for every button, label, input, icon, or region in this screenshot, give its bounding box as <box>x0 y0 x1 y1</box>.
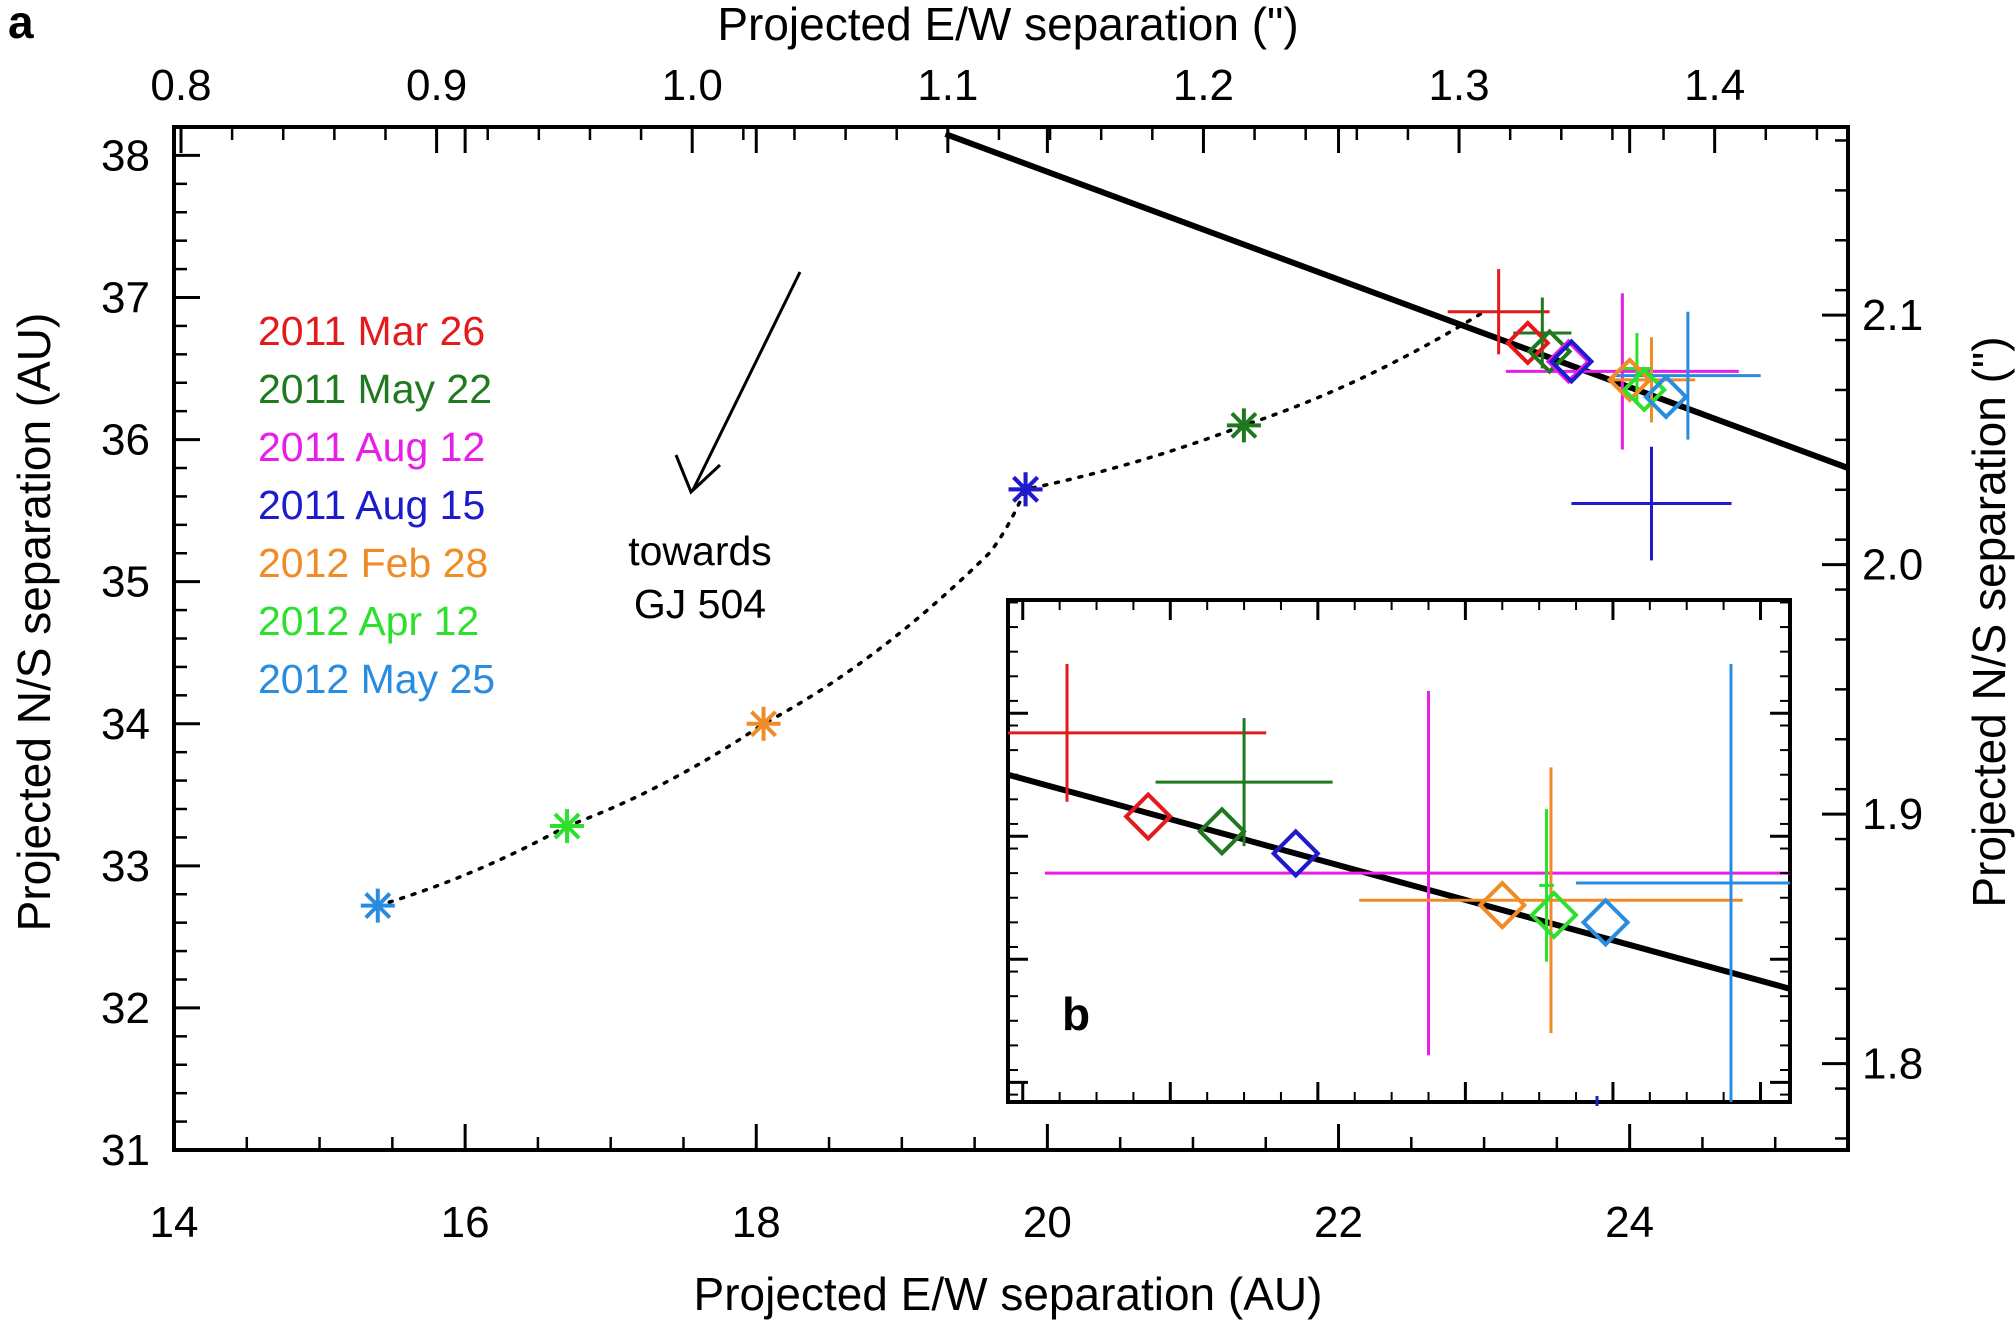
inset-measurement-marker <box>1270 828 1321 879</box>
measurement-marker-main <box>1545 338 1592 385</box>
asterisk-stroke <box>1230 411 1258 439</box>
x-axis-title-bottom: Projected E/W separation (AU) <box>694 1268 1323 1320</box>
inset-error-bar <box>1155 718 1333 847</box>
inset-frame <box>1006 598 1792 1104</box>
arrow-shaft <box>691 271 802 491</box>
measurement-marker-main <box>1504 320 1551 366</box>
inset-measurement-marker <box>1197 806 1247 857</box>
x-tick-label-bottom: 24 <box>1605 1198 1654 1247</box>
arrow-label-line2: GJ 504 <box>634 581 766 627</box>
x-tick-label-bottom: 22 <box>1314 1198 1363 1247</box>
asterisk-stroke <box>750 710 777 738</box>
legend-entry: 2011 May 22 <box>258 366 492 412</box>
y-tick-label-left: 32 <box>101 984 150 1033</box>
legend-entry: 2011 Mar 26 <box>258 308 485 354</box>
measurement-marker-main <box>1548 338 1595 385</box>
x-tick-label-top: 0.8 <box>150 61 211 110</box>
y-tick-label-right: 2.1 <box>1862 291 1923 340</box>
y-tick-label-left: 37 <box>101 274 150 323</box>
x-tick-label-bottom: 20 <box>1023 1198 1072 1247</box>
error-bar-main <box>1447 269 1550 355</box>
inset-content <box>1008 663 1790 1102</box>
inset-error-bar <box>1044 691 1790 1056</box>
legend-entry: 2011 Aug 12 <box>258 424 485 470</box>
inset-error-bar <box>1008 663 1267 802</box>
inset-measurement-marker <box>1477 880 1528 930</box>
legend-entry: 2012 May 25 <box>258 656 495 702</box>
axes: 14 16 18 20 22 24 0.8 0.9 1.0 1.1 1.2 1.3 1.4 31 32 33 3… <box>101 61 1923 1247</box>
inset-plot-marks <box>1006 598 1792 1106</box>
y-tick-label-right: 1.9 <box>1862 790 1923 839</box>
y-tick-label-left: 33 <box>101 842 150 891</box>
y-tick-label-left: 36 <box>101 416 150 465</box>
x-tick-label-top: 1.3 <box>1428 61 1489 110</box>
y-tick-label-left: 34 <box>101 700 150 749</box>
track-point-marker <box>1008 472 1043 507</box>
inset-fit-line <box>1008 771 1790 992</box>
track-point-marker <box>550 809 585 844</box>
inset-measurement-marker <box>1123 791 1173 842</box>
y-tick-label-left: 31 <box>101 1126 150 1175</box>
legend: 2011 Mar 26 2011 May 22 2011 Aug 12 2011 Au… <box>258 308 495 702</box>
error-bar-main <box>1505 293 1739 450</box>
y-axis-title-right: Projected N/S separation (") <box>1963 336 2015 907</box>
inset-error-bar <box>1576 663 1790 1102</box>
track-point-marker <box>1226 408 1261 443</box>
error-bar-main <box>1571 446 1732 561</box>
legend-entry: 2011 Aug 15 <box>258 482 485 528</box>
y-tick-label-right: 2.0 <box>1862 541 1923 590</box>
x-tick-label-top: 1.0 <box>662 61 723 110</box>
x-tick-label-bottom: 18 <box>732 1198 781 1247</box>
arrow-head <box>674 454 722 495</box>
asterisk-stroke <box>553 812 581 840</box>
main-plot-marks <box>360 131 1850 923</box>
inset-measurement-marker <box>1580 897 1631 948</box>
x-tick-label-bottom: 16 <box>441 1198 490 1247</box>
x-tick-label-top: 0.9 <box>406 61 467 110</box>
track-point-marker <box>746 706 781 741</box>
orbit-fit-line <box>944 131 1850 471</box>
x-tick-label-bottom: 14 <box>150 1198 199 1247</box>
panel-a-label: a <box>8 0 34 48</box>
inset-measurement-marker <box>1529 890 1579 940</box>
track-point-marker <box>360 888 395 923</box>
x-tick-label-top: 1.2 <box>1173 61 1234 110</box>
panel-b-label: b <box>1062 988 1090 1040</box>
x-tick-label-top: 1.1 <box>917 61 978 110</box>
y-tick-label-left: 35 <box>101 558 150 607</box>
x-tick-label-top: 1.4 <box>1684 61 1745 110</box>
asterisk-stroke <box>364 892 392 920</box>
legend-entry: 2012 Feb 28 <box>258 540 488 586</box>
x-axis-title-top: Projected E/W separation (") <box>717 0 1298 50</box>
inset-error-bar <box>1539 809 1554 962</box>
asterisk-stroke <box>1012 475 1039 503</box>
measurement-marker-main <box>1643 374 1689 420</box>
legend-entry: 2012 Apr 12 <box>258 598 479 644</box>
inset-error-bar <box>1359 767 1743 1034</box>
y-axis-title-left: Projected N/S separation (AU) <box>8 313 60 932</box>
error-bar-main <box>1513 297 1572 369</box>
direction-arrow <box>674 271 802 495</box>
y-tick-label-left: 38 <box>101 131 150 180</box>
arrow-label-line1: towards <box>628 528 772 574</box>
y-tick-label-right: 1.8 <box>1862 1040 1923 1089</box>
